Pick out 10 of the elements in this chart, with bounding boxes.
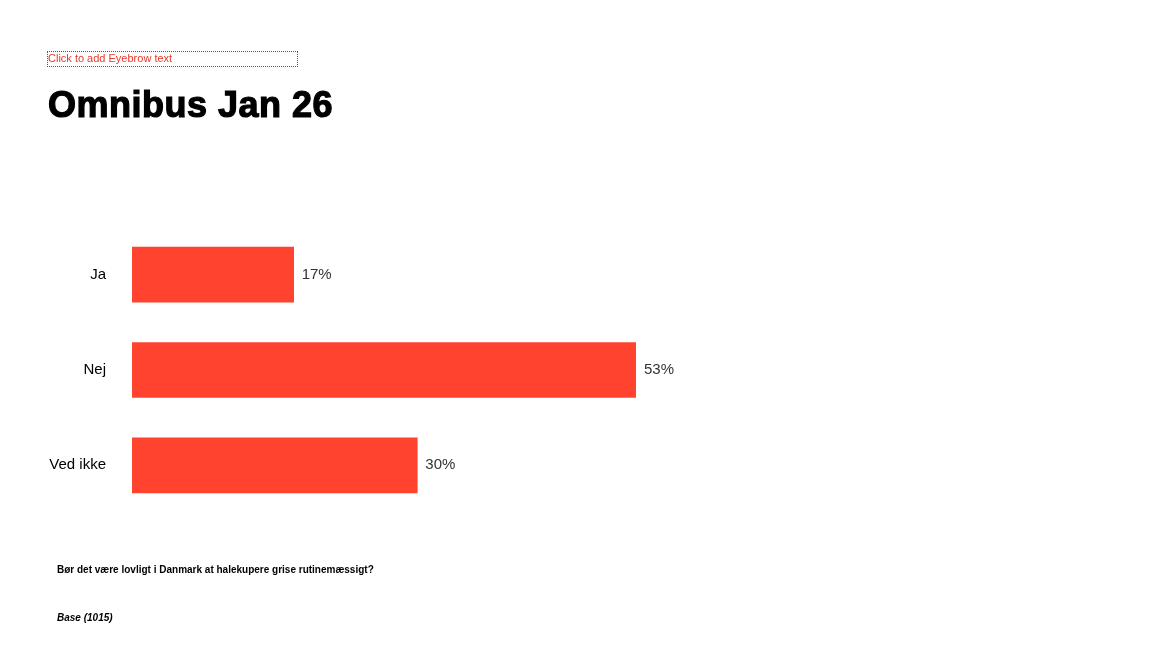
y-tick-label: Nej [83,360,106,378]
data-label: 17% [301,264,332,282]
y-tick-label: Ved ikke [49,455,106,473]
text: Bør det være lovligt i Danmark at halekupere grise rutinemæssigt? [57,564,374,575]
chart-title: Omnibus Jan 26 [48,84,334,126]
y-tick-label: Ja [90,264,107,282]
data-label: 30% [425,455,456,473]
data-label: 53% [644,360,675,378]
text: Base (1015) [57,612,113,623]
text: Click to add Eyebrow text [47,51,298,67]
